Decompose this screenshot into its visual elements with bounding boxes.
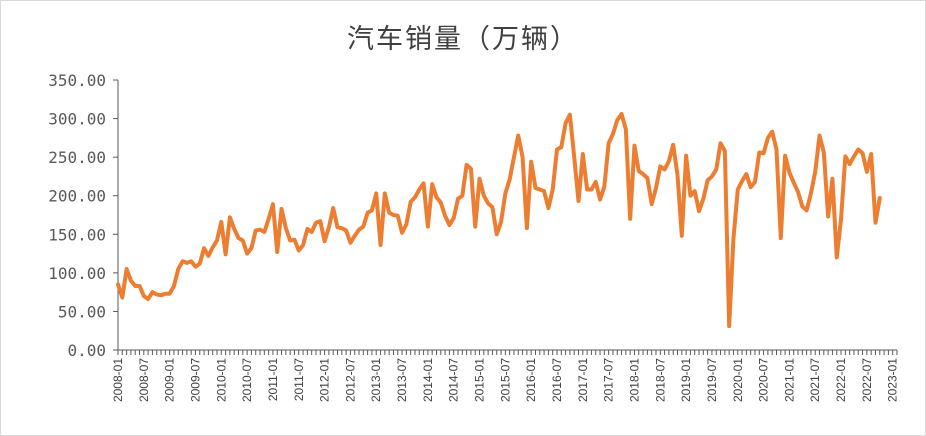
x-tick-label: 2010-01	[214, 358, 228, 402]
x-tick-label: 2015-01	[473, 358, 487, 402]
x-tick-label: 2017-07	[602, 358, 616, 402]
x-tick-label: 2010-07	[240, 358, 254, 402]
y-tick-label: 200.00	[48, 187, 106, 206]
x-tick-label: 2013-01	[369, 358, 383, 402]
x-tick-label: 2014-07	[447, 358, 461, 402]
series-line	[116, 111, 882, 329]
y-tick-label: 150.00	[48, 225, 106, 244]
y-tick-label: 350.00	[48, 71, 106, 90]
x-tick-label: 2016-07	[550, 358, 564, 402]
x-tick-label: 2009-07	[188, 358, 202, 402]
x-tick-label: 2017-01	[576, 358, 590, 402]
y-tick-label: 0.00	[67, 341, 106, 360]
x-tick-label: 2023-01	[886, 358, 900, 402]
x-tick-label: 2019-07	[705, 358, 719, 402]
x-tick-label: 2022-07	[860, 358, 874, 402]
x-tick-label: 2009-01	[163, 358, 177, 402]
x-tick-label: 2021-07	[808, 358, 822, 402]
x-tick-label: 2022-01	[834, 358, 848, 402]
x-tick-label: 2011-01	[266, 358, 280, 401]
x-tick-label: 2012-07	[343, 358, 357, 402]
x-tick-label: 2015-07	[498, 358, 512, 402]
x-tick-label: 2012-01	[318, 358, 332, 402]
chart-title: 汽车销量（万辆）	[347, 24, 579, 55]
y-tick-label: 300.00	[48, 110, 106, 129]
x-tick-label: 2016-01	[524, 358, 538, 402]
x-tick-label: 2014-01	[421, 358, 435, 402]
x-tick-label: 2008-01	[111, 358, 125, 402]
x-tick-label: 2013-07	[395, 358, 409, 402]
y-tick-label: 250.00	[48, 148, 106, 167]
y-tick-label: 50.00	[58, 302, 106, 321]
x-tick-label: 2020-07	[757, 358, 771, 402]
y-tick-label: 100.00	[48, 264, 106, 283]
x-tick-label: 2011-07	[292, 358, 306, 401]
x-tick-label: 2018-07	[653, 358, 667, 402]
x-tick-label: 2021-01	[782, 358, 796, 402]
x-tick-label: 2018-01	[627, 358, 641, 402]
x-tick-label: 2020-01	[731, 358, 745, 402]
x-tick-label: 2019-01	[679, 358, 693, 402]
x-tick-label: 2008-07	[137, 358, 151, 402]
